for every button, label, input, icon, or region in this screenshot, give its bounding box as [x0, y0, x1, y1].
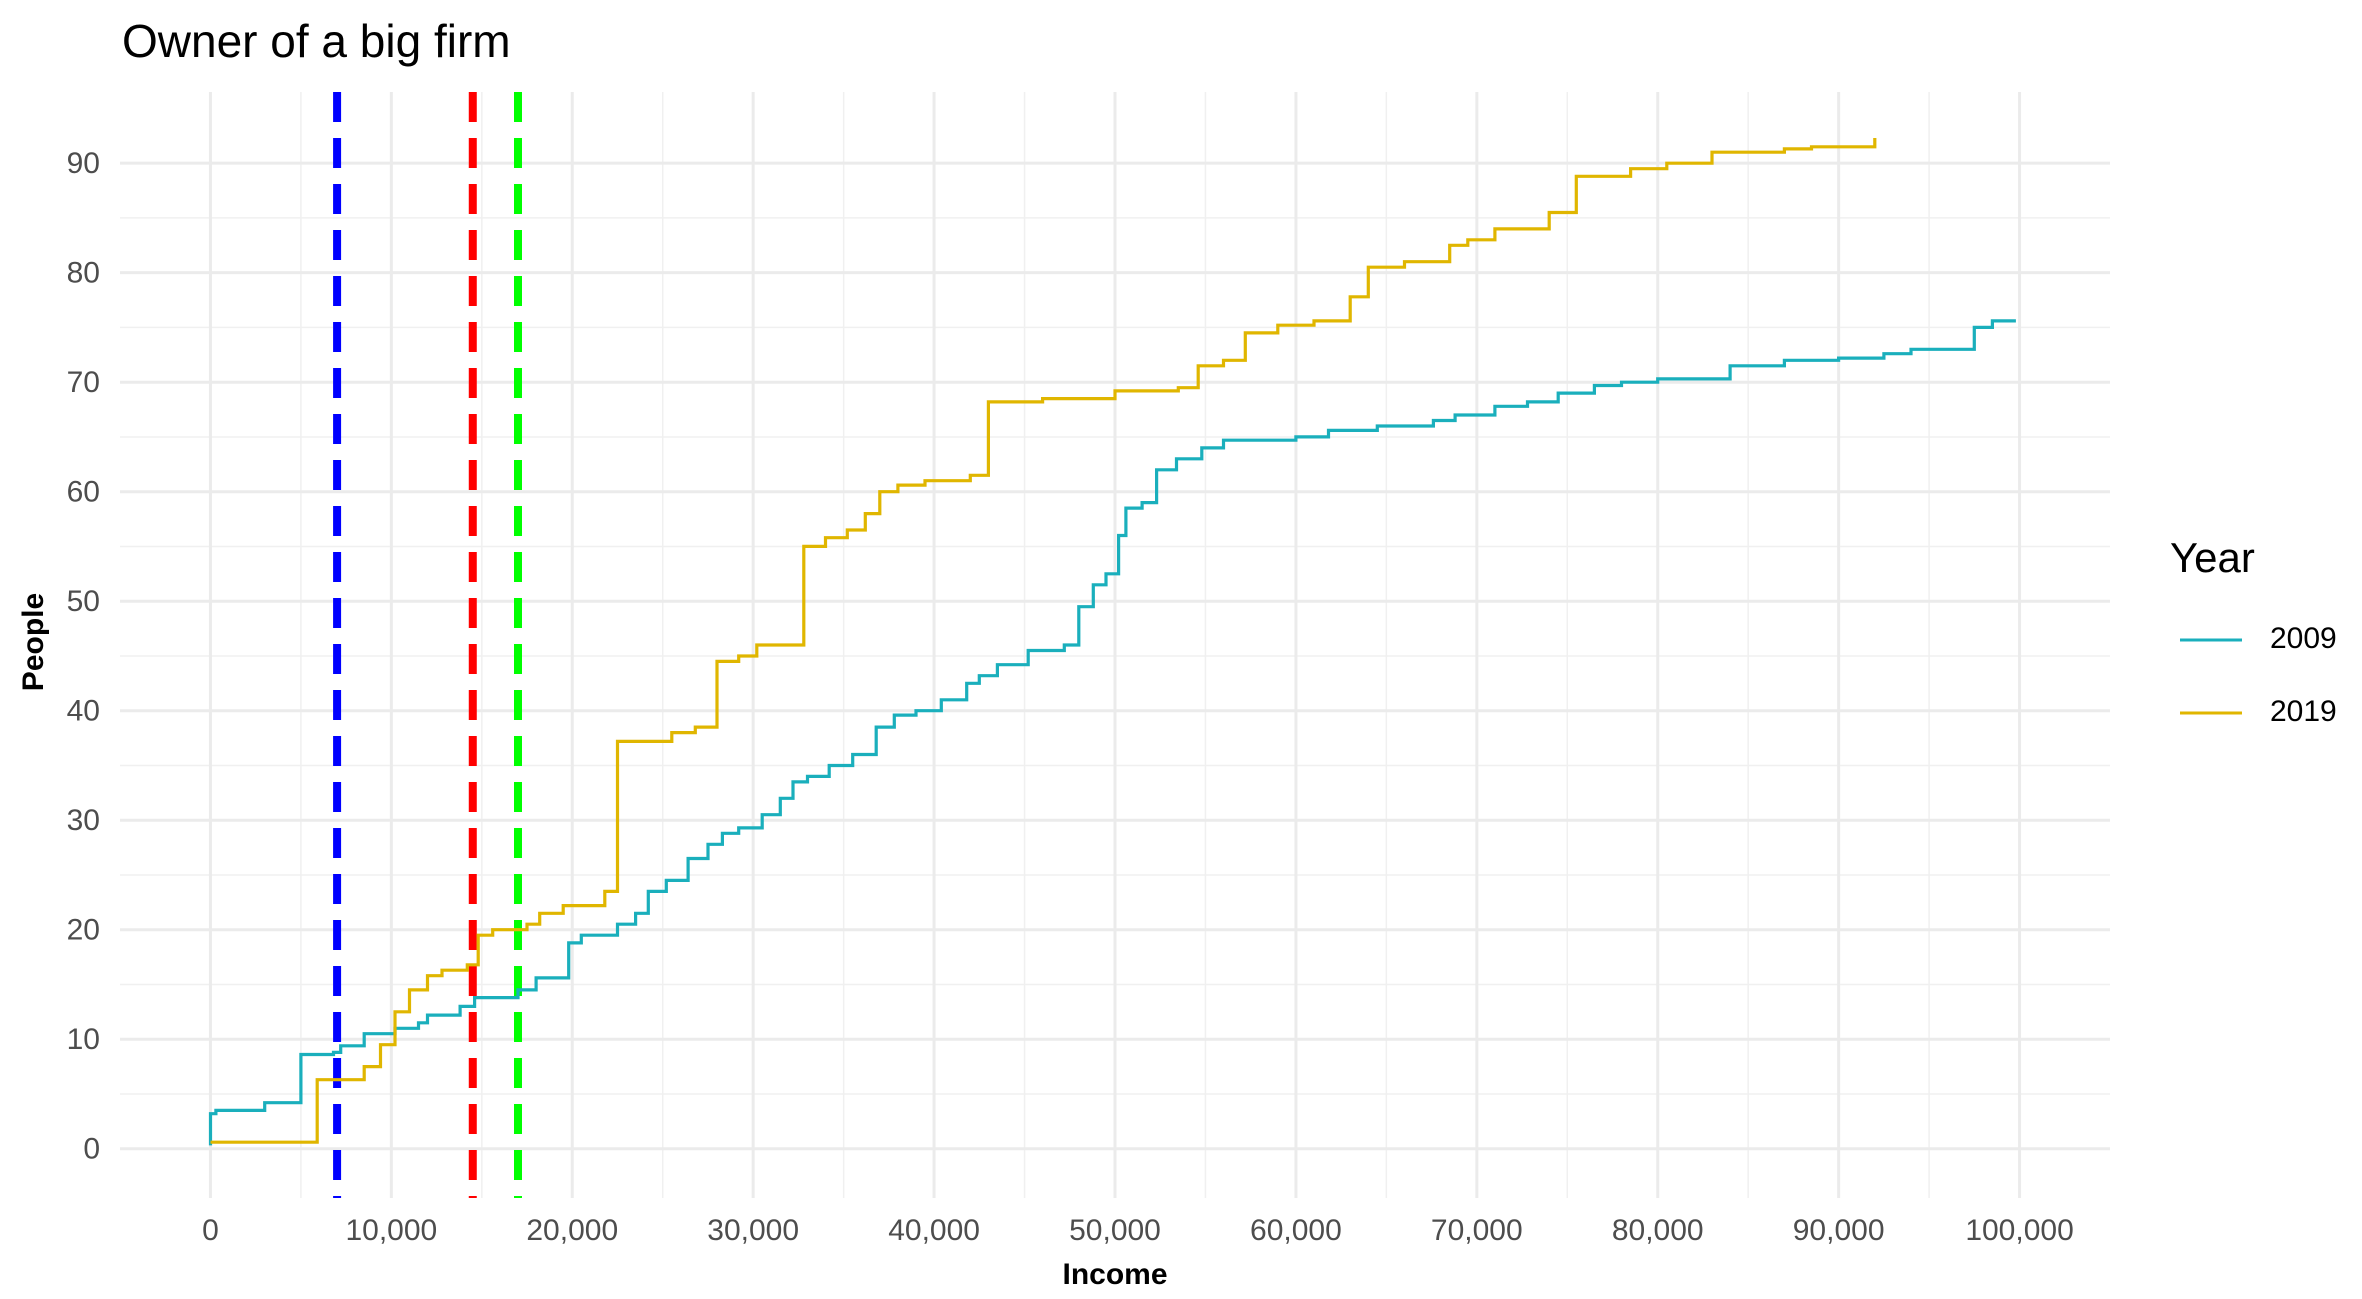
x-tick-label: 40,000 — [888, 1214, 980, 1247]
x-axis-label: Income — [1062, 1258, 1168, 1291]
x-tick-label: 0 — [202, 1214, 219, 1247]
x-tick-label: 60,000 — [1250, 1214, 1342, 1247]
x-tick-label: 50,000 — [1069, 1214, 1161, 1247]
y-axis-label: People — [17, 592, 50, 692]
y-tick-label: 20 — [67, 914, 100, 947]
series-line-2009 — [208, 319, 2016, 1146]
x-tick-label: 80,000 — [1612, 1214, 1704, 1247]
y-tick-label: 30 — [67, 804, 100, 837]
x-tick-label: 20,000 — [526, 1214, 618, 1247]
y-tick-label: 10 — [67, 1023, 100, 1056]
chart-title: Owner of a big firm — [122, 15, 511, 67]
y-tick-labels: 0 10 20 30 40 50 60 70 80 90 — [67, 147, 100, 1166]
y-tick-label: 70 — [67, 366, 100, 399]
x-tick-label: 30,000 — [707, 1214, 799, 1247]
y-tick-label: 0 — [83, 1133, 100, 1166]
y-tick-label: 90 — [67, 147, 100, 180]
x-tick-label: 90,000 — [1793, 1214, 1885, 1247]
x-tick-label: 100,000 — [1965, 1214, 2073, 1247]
legend-key-2009 — [2180, 638, 2242, 642]
y-tick-label: 50 — [67, 585, 100, 618]
x-tick-label: 70,000 — [1431, 1214, 1523, 1247]
legend-label-2009: 2009 — [2270, 622, 2337, 655]
series-lines — [208, 138, 2016, 1146]
series-line-2019 — [210, 138, 1877, 1144]
legend-label-2019: 2019 — [2270, 695, 2337, 728]
major-grid — [120, 92, 2110, 1198]
legend-title: Year — [2170, 534, 2255, 581]
reference-lines — [333, 92, 522, 1198]
y-tick-label: 40 — [67, 695, 100, 728]
x-tick-labels: 0 10,000 20,000 30,000 40,000 50,000 60,000 70,… — [202, 1214, 2074, 1247]
y-tick-label: 80 — [67, 257, 100, 290]
legend-key-2019 — [2180, 711, 2242, 715]
y-tick-label: 60 — [67, 476, 100, 509]
x-tick-label: 10,000 — [345, 1214, 437, 1247]
